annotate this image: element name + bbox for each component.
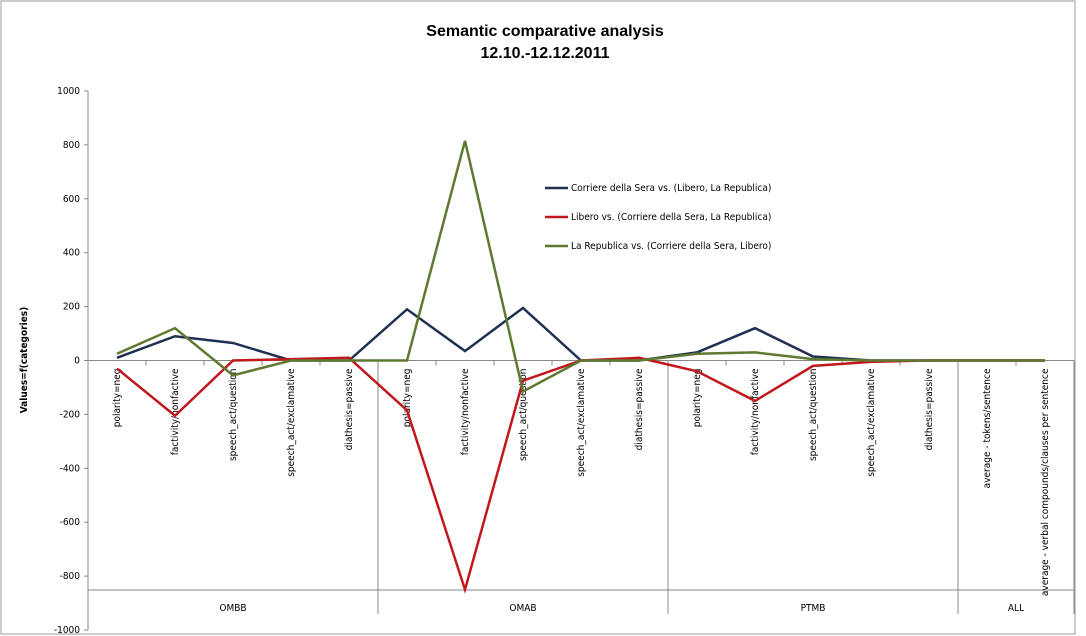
x-tick-label: factivity/nonfactive [170,368,181,455]
x-tick-label: diathesis=passive [344,368,355,450]
x-tick-label: factivity/nonfactive [460,368,471,455]
x-tick-label: average - verbal compounds/clauses per s… [1040,368,1051,596]
y-tick-label: 400 [63,248,80,259]
x-tick-label: polarity=neg [692,369,703,428]
chart-subtitle: 12.10.-12.12.2011 [480,45,609,62]
y-tick-label: 0 [74,356,80,367]
legend-label: Libero vs. (Corriere della Sera, La Repu… [571,212,771,223]
x-tick-label: speech_act/exclamative [286,368,297,477]
y-tick-label: -200 [60,409,81,420]
y-tick-label: -400 [60,463,81,474]
x-tick-label: speech_act/exclamative [576,368,587,477]
x-tick-label: factivity/nonfactive [750,368,761,455]
x-tick-label: speech_act/exclamative [866,368,877,477]
chart-title: Semantic comparative analysis [426,23,664,40]
x-tick-label: speech_act/question [518,369,529,462]
y-tick-label: 600 [63,194,80,205]
y-tick-label: 1000 [57,86,80,97]
group-label: PTMB [801,603,826,614]
series-line [116,140,1045,394]
x-tick-label: average - tokens/sentence [982,368,993,488]
y-tick-label: 800 [63,140,80,151]
legend-label: La Republica vs. (Corriere della Sera, L… [571,241,771,252]
x-tick-label: polarity=neg [402,369,413,428]
y-tick-label: -1000 [54,625,80,636]
legend-label: Corriere della Sera vs. (Libero, La Repu… [571,183,771,194]
group-label: OMBB [219,603,246,614]
x-tick-label: speech_act/question [808,369,819,462]
y-tick-label: -800 [60,571,81,582]
x-tick-label: diathesis=passive [924,368,935,450]
y-axis-label: Values=f(categories) [19,307,30,414]
y-tick-label: -600 [60,517,81,528]
group-label: ALL [1008,603,1024,614]
group-label: OMAB [509,603,536,614]
x-tick-label: diathesis=passive [634,368,645,450]
y-tick-label: 200 [63,302,80,313]
x-tick-label: speech_act/question [228,369,239,462]
x-tick-label: polarity=neg [112,369,123,428]
